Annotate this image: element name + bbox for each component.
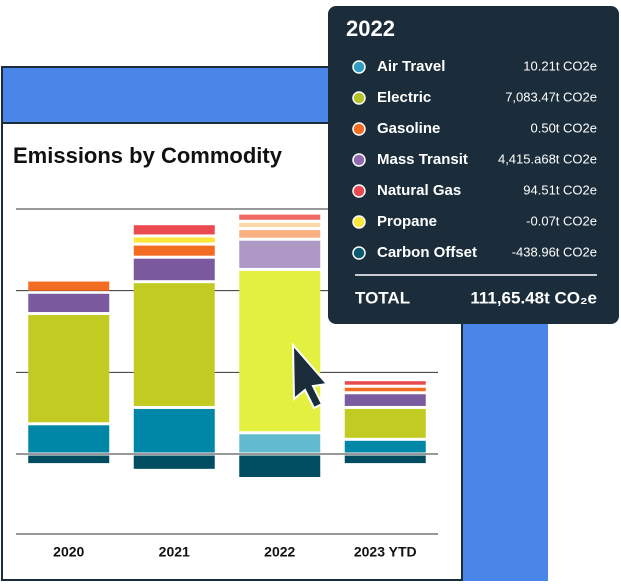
tooltip-title: 2022 bbox=[346, 16, 395, 41]
legend-name: Mass Transit bbox=[377, 151, 468, 168]
legend-dot bbox=[352, 91, 366, 105]
bar-segment bbox=[344, 394, 426, 406]
bar-segment bbox=[239, 230, 321, 238]
bar-segment bbox=[344, 408, 426, 438]
legend-name: Carbon Offset bbox=[377, 244, 477, 261]
background-column bbox=[462, 300, 548, 581]
legend-name: Propane bbox=[377, 213, 437, 230]
x-tick-label: 2020 bbox=[53, 544, 84, 560]
bar-segment bbox=[133, 283, 215, 406]
bar-segment bbox=[28, 281, 110, 291]
legend-value: 0.50t CO2e bbox=[531, 120, 598, 135]
legend-dot bbox=[352, 60, 366, 74]
bar-segment bbox=[239, 222, 321, 228]
legend-dot bbox=[352, 215, 366, 229]
bar-segment bbox=[28, 455, 110, 464]
bar-segment bbox=[344, 440, 426, 453]
total-value: 111,65.48t CO₂e bbox=[470, 288, 597, 307]
bar-segment bbox=[344, 381, 426, 385]
legend-value: 10.21t CO2e bbox=[523, 58, 597, 73]
legend-value: -438.96t CO2e bbox=[512, 244, 597, 259]
bar-segment bbox=[133, 408, 215, 453]
x-tick-label: 2021 bbox=[159, 544, 190, 560]
bar-segment bbox=[28, 425, 110, 453]
bar-segment bbox=[239, 270, 321, 432]
bar-segment bbox=[344, 387, 426, 392]
bar-segment bbox=[239, 455, 321, 477]
legend-dot bbox=[352, 246, 366, 260]
cursor bbox=[291, 342, 329, 410]
x-tick-label: 2022 bbox=[264, 544, 295, 560]
legend-name: Natural Gas bbox=[377, 182, 461, 199]
bar-segment bbox=[133, 455, 215, 469]
bar-segment bbox=[133, 258, 215, 281]
legend-value: 4,415.a68t CO2e bbox=[498, 151, 597, 166]
bar-segment bbox=[239, 214, 321, 220]
chart-title: Emissions by Commodity bbox=[13, 143, 283, 168]
bar-segment bbox=[239, 434, 321, 453]
legend-value: 94.51t CO2e bbox=[523, 182, 597, 197]
legend-dot bbox=[352, 184, 366, 198]
legend-value: -0.07t CO2e bbox=[526, 213, 597, 228]
bar-segment bbox=[28, 293, 110, 313]
legend-name: Electric bbox=[377, 89, 431, 106]
legend-name: Air Travel bbox=[377, 58, 445, 75]
legend-dot bbox=[352, 122, 366, 136]
bar-segment bbox=[28, 315, 110, 423]
bar-segment bbox=[133, 245, 215, 256]
x-tick-label: 2023 YTD bbox=[354, 544, 417, 560]
tooltip-items: Air Travel 10.21t CO2e Electric 7,083.47t C… bbox=[352, 58, 598, 261]
legend-dot bbox=[352, 153, 366, 167]
total-label: TOTAL bbox=[355, 288, 410, 307]
plot: 2020 2021 2022 2023 YTD bbox=[16, 208, 438, 560]
tooltip bbox=[328, 6, 619, 324]
bar-segment bbox=[133, 237, 215, 243]
bar-segment bbox=[239, 240, 321, 268]
legend-value: 7,083.47t CO2e bbox=[505, 89, 597, 104]
bar-segment bbox=[344, 455, 426, 464]
bar-segment bbox=[133, 225, 215, 235]
legend-name: Gasoline bbox=[377, 120, 440, 137]
